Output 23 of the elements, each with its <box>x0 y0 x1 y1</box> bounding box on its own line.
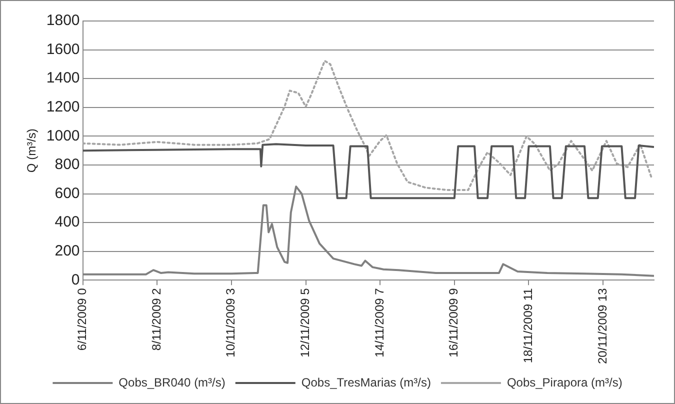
x-tick-label: 16/11/2009 9 <box>446 288 461 358</box>
x-tick-label: 18/11/2009 11 <box>521 288 536 364</box>
y-tick-label: 0 <box>71 271 80 288</box>
y-tick-label: 1800 <box>46 12 80 30</box>
y-tick-label: 1400 <box>46 70 80 87</box>
legend-label: Qobs_TresMarias (m³/s) <box>301 375 431 390</box>
x-tick-label: 6/11/2009 0 <box>75 288 90 351</box>
y-tick-label: 400 <box>54 214 80 231</box>
y-axis-title: Q (m³/s) <box>24 128 39 173</box>
x-tick-label: 10/11/2009 3 <box>224 288 238 358</box>
x-tick-label: 14/11/2009 7 <box>372 288 386 358</box>
y-tick-label: 800 <box>54 156 80 174</box>
x-tick-label: 8/11/2009 2 <box>149 288 164 351</box>
legend-label: Qobs_BR040 (m³/s) <box>118 375 226 390</box>
y-tick-label: 1600 <box>46 40 80 58</box>
y-tick-label: 600 <box>54 184 80 202</box>
x-tick-label: 20/11/2009 13 <box>595 288 610 364</box>
line-series <box>82 60 653 192</box>
legend-label: Qobs_Pirapora (m³/s) <box>506 375 622 390</box>
x-tick-label: 12/11/2009 5 <box>298 288 312 358</box>
y-tick-label: 1200 <box>46 98 80 116</box>
y-tick-label: 200 <box>54 242 80 260</box>
y-tick-label: 1000 <box>46 127 80 144</box>
